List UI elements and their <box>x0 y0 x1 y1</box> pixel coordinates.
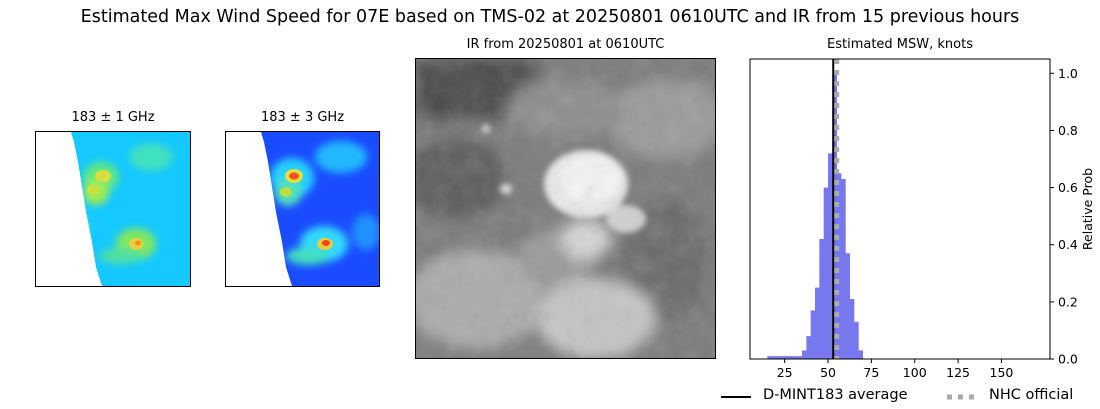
histogram-bar <box>828 153 833 359</box>
histogram-bar <box>810 310 816 359</box>
histogram-bar <box>854 321 859 359</box>
histogram-bar <box>771 356 777 359</box>
ir-image <box>415 58 716 359</box>
x-tick-label: 25 <box>777 365 793 380</box>
y-tick-label: 0.0 <box>1058 352 1078 367</box>
y-axis-label: Relative Prob <box>1080 168 1095 250</box>
histogram-bar <box>806 336 811 359</box>
histogram-bar <box>858 350 864 359</box>
mw1-image <box>35 131 191 287</box>
histogram-bars <box>767 73 864 360</box>
x-tick-label: 75 <box>863 365 879 380</box>
mw2-title: 183 ± 3 GHz <box>260 110 345 125</box>
reference-lines <box>832 59 840 359</box>
histogram-bar <box>780 356 785 359</box>
histogram-bar <box>802 350 807 359</box>
histogram-bar <box>767 356 772 359</box>
y-tick-label: 1.0 <box>1058 66 1078 81</box>
x-tick-label: 150 <box>990 365 1014 380</box>
legend-average-label: D-MINT183 average <box>763 387 908 403</box>
histogram-bar <box>849 299 855 359</box>
x-tick-label: 125 <box>946 365 970 380</box>
y-tick-label: 0.8 <box>1058 123 1078 138</box>
histogram-bar <box>845 253 851 359</box>
hist-title: Estimated MSW, knots <box>827 37 973 52</box>
histogram-chart: 25 50 75 100 125 150 0.0 0.2 0.4 0.6 0.8 1.0 Relat… <box>749 58 1095 380</box>
histogram-bar <box>815 287 820 359</box>
histogram-bar <box>784 356 790 359</box>
mw2-image <box>225 131 380 287</box>
legend-nhc-label: NHC official <box>989 387 1074 403</box>
histogram-bar <box>819 239 824 359</box>
y-tick-label: 0.4 <box>1058 237 1078 252</box>
x-tick-label: 100 <box>903 365 927 380</box>
figure-title: Estimated Max Wind Speed for 07E based o… <box>80 7 1020 27</box>
histogram-bar <box>823 187 829 359</box>
y-tick-label: 0.6 <box>1058 180 1078 195</box>
legend: D-MINT183 average NHC official <box>718 386 1098 408</box>
y-tick-label: 0.2 <box>1058 294 1078 309</box>
histogram-bar <box>776 356 781 359</box>
y-axis-ticks: 0.0 0.2 0.4 0.6 0.8 1.0 <box>1050 66 1078 367</box>
mw1-title: 183 ± 1 GHz <box>71 110 155 125</box>
histogram-bar <box>841 179 846 359</box>
histogram-bar <box>797 356 803 359</box>
histogram-bar <box>793 356 798 359</box>
histogram-bar <box>789 356 794 359</box>
legend-graphics <box>721 394 977 400</box>
ir-title: IR from 20250801 at 0610UTC <box>466 37 665 52</box>
plot-frame <box>749 58 1051 360</box>
histogram-bar <box>836 173 842 359</box>
ir-satellite-image <box>416 59 715 358</box>
x-axis-ticks: 25 50 75 100 125 150 <box>777 359 1014 380</box>
x-tick-label: 50 <box>820 365 836 380</box>
mw2-brightness-map <box>226 132 379 286</box>
mw1-brightness-map <box>36 132 190 286</box>
